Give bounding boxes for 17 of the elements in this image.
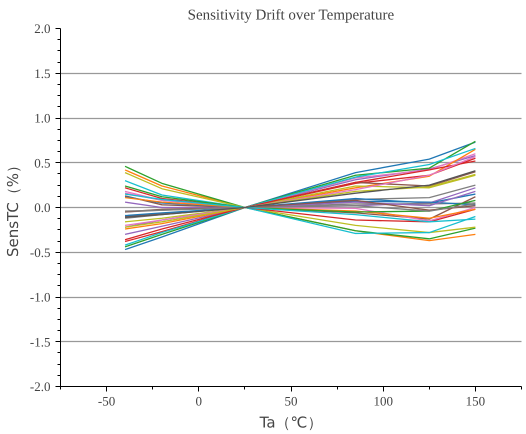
y-tick-label: 0.0 xyxy=(34,200,50,215)
y-tick-label: -1.5 xyxy=(30,334,51,350)
y-axis-title: SensTC（%） xyxy=(4,158,22,258)
x-tick-label: 50 xyxy=(284,394,298,408)
x-tick-label: -50 xyxy=(98,394,116,408)
chart-title: Sensitivity Drift over Temperature xyxy=(188,8,394,24)
y-tick-label: -2.0 xyxy=(30,379,51,394)
x-axis-title: Ta（℃） xyxy=(258,414,322,432)
y-tick-label: 2.0 xyxy=(34,21,50,36)
x-tick-label: 150 xyxy=(466,394,486,408)
x-tick-label: 0 xyxy=(196,394,202,408)
y-tick-label: -0.5 xyxy=(30,244,51,260)
y-tick-label: 1.0 xyxy=(34,110,50,126)
y-tick-label: 0.5 xyxy=(34,155,50,170)
y-tick-label: 1.5 xyxy=(34,66,50,81)
y-tick-label: -1.0 xyxy=(30,290,51,304)
x-tick-label: 100 xyxy=(373,394,393,408)
